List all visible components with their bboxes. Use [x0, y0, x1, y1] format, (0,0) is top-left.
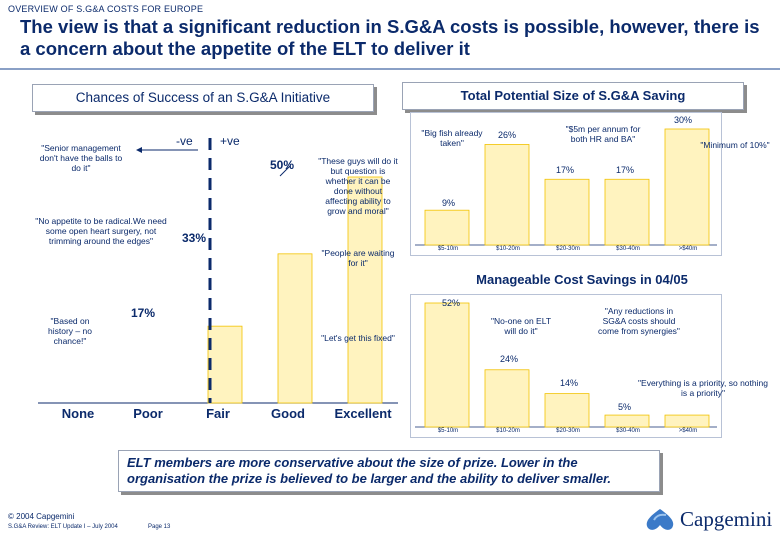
page-title: The view is that a significant reduction… [20, 16, 760, 59]
manageable-bars-bar-4 [604, 414, 650, 428]
chances-category-row: None Poor Fair Good Excellent [38, 406, 398, 422]
annotation-people-waiting: "People are waiting for it" [321, 248, 395, 268]
manageable-bars-bar-2 [484, 369, 530, 428]
manageable-tick-2: $10-20m [496, 428, 520, 434]
potential-tick-3: $20-30m [556, 246, 580, 252]
potential-bars-bar-1 [424, 209, 470, 246]
good-value-label: 50% [270, 158, 295, 172]
annotation-these-guys: "These guys will do it but question is w… [318, 156, 398, 216]
negative-arrowhead [136, 147, 142, 153]
manageable-bars-bar-3 [544, 393, 590, 428]
potential-title: Total Potential Size of S.G&A Saving [460, 88, 686, 103]
potential-chart [415, 128, 717, 246]
annotation-senior-management: "Senior management don't have the balls … [39, 143, 123, 173]
potential-bars-bar-2 [484, 144, 530, 246]
manageable-10-20-value: 24% [500, 354, 519, 364]
category-poor: Poor [133, 406, 163, 421]
footer-document: S.G&A Review: ELT Update I – July 2004 [8, 524, 118, 530]
potential-tick-4: $30-40m [616, 246, 640, 252]
potential-gt40-value: 30% [674, 115, 693, 125]
poor-value-label: 17% [131, 306, 156, 320]
potential-panel [410, 112, 722, 256]
annotation-big-fish: "Big fish already taken" [421, 128, 483, 148]
brand-logo: Capgemini [640, 504, 772, 536]
chances-bars-bar-2 [207, 325, 243, 404]
category-fair: Fair [206, 406, 230, 421]
manageable-tick-4: $30-40m [616, 428, 640, 434]
chances-title: Chances of Success of an S.G&A Initiativ… [75, 90, 331, 105]
annotation-no-appetite: "No appetite to be radical.We need some … [35, 216, 167, 246]
brand-name: Capgemini [680, 507, 773, 531]
positive-arrow [279, 165, 291, 177]
manageable-title: Manageable Cost Savings in 04/05 [476, 272, 688, 287]
title-divider [0, 68, 780, 70]
positive-label: +ve [220, 134, 240, 148]
annotation-lets-fix: "Let's get this fixed" [321, 333, 395, 343]
manageable-30-40-value: 5% [618, 402, 632, 412]
category-good: Good [271, 406, 305, 421]
annotation-minimum-10: "Minimum of 10%" [700, 140, 770, 150]
annotation-based-on-history: "Based on history – no chance!" [48, 316, 92, 346]
chances-title-card: Chances of Success of an S.G&A Initiativ… [32, 84, 374, 112]
potential-20-30-value: 17% [556, 165, 575, 175]
potential-5-10-value: 9% [442, 198, 456, 208]
annotation-synergies: "Any reductions in SG&A costs should com… [598, 306, 680, 336]
chances-chart [38, 138, 398, 404]
potential-tick-1: $5-10m [437, 246, 459, 252]
manageable-20-30-value: 14% [560, 378, 579, 388]
potential-ticks: $5-10m $10-20m $20-30m $30-40m >$40m [412, 246, 718, 256]
annotation-5m-per-annum: "$5m per annum for both HR and BA" [565, 124, 641, 144]
negative-label: -ve [176, 134, 193, 148]
chances-bars-bar-3 [277, 253, 313, 404]
manageable-ticks: $5-10m $10-20m $20-30m $30-40m >$40m [412, 428, 718, 438]
manageable-bars-bar-5 [664, 414, 710, 428]
manageable-panel [410, 294, 722, 438]
potential-bars-bar-4 [604, 178, 650, 246]
footer-page: Page 13 [148, 524, 171, 530]
category-excellent: Excellent [334, 406, 392, 421]
conclusion-text: ELT members are more conservative about … [127, 455, 612, 486]
potential-bars-bar-3 [544, 178, 590, 246]
manageable-tick-5: >$40m [678, 428, 698, 434]
category-none: None [61, 406, 95, 421]
manageable-tick-1: $5-10m [437, 428, 459, 434]
manageable-tick-3: $20-30m [556, 428, 580, 434]
chances-bars-bar-4 [347, 176, 383, 404]
capgemini-spade-icon [646, 509, 674, 530]
fair-value-label: 33% [182, 231, 207, 245]
potential-title-card: Total Potential Size of S.G&A Saving [402, 82, 744, 110]
manageable-chart [415, 302, 717, 428]
annotation-everything-priority: "Everything is a priority, so nothing is… [638, 378, 768, 398]
footer-copyright: © 2004 Capgemini [8, 512, 75, 521]
annotation-no-one-on-elt: "No-one on ELT will do it" [490, 316, 552, 336]
potential-10-20-value: 26% [498, 130, 517, 140]
section-label: OVERVIEW OF S.G&A COSTS FOR EUROPE [8, 4, 204, 14]
potential-bars-bar-5 [664, 128, 710, 246]
potential-30-40-value: 17% [616, 165, 635, 175]
manageable-bars-bar-1 [424, 302, 470, 428]
manageable-5-10-value: 52% [442, 298, 461, 308]
potential-tick-2: $10-20m [496, 246, 520, 252]
conclusion-box: ELT members are more conservative about … [118, 450, 660, 492]
potential-tick-5: >$40m [678, 246, 698, 252]
